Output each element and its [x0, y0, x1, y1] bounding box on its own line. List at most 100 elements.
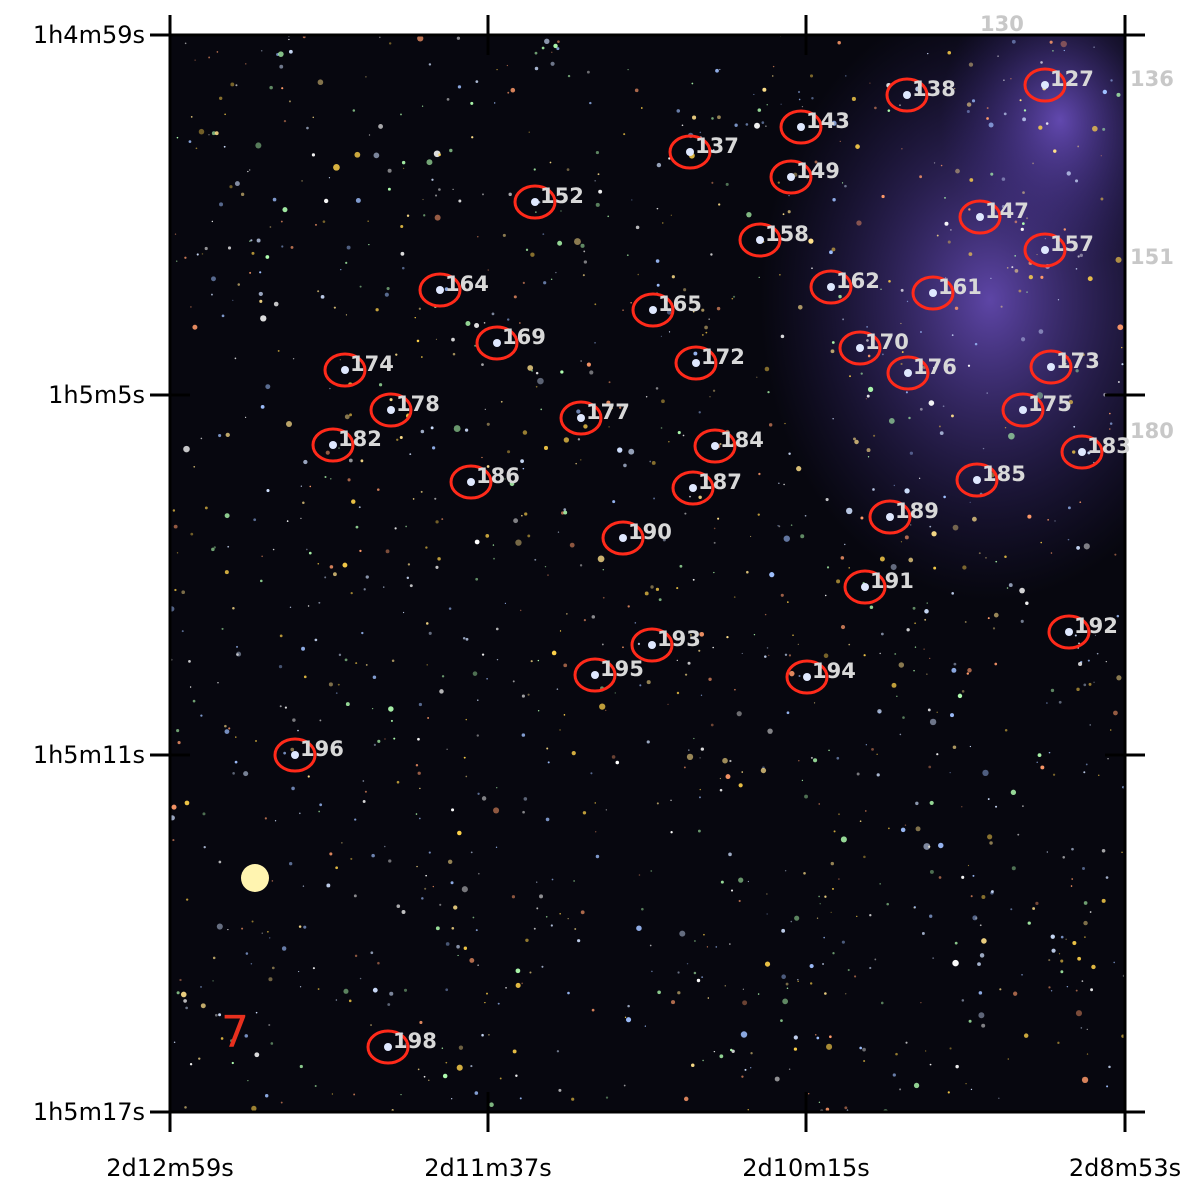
star: [804, 514, 807, 517]
star: [393, 737, 396, 740]
star: [212, 980, 214, 982]
star: [990, 172, 994, 176]
star: [1051, 948, 1056, 953]
star: [879, 556, 885, 562]
star: [184, 42, 187, 45]
star: [270, 1042, 274, 1045]
star: [247, 170, 249, 173]
star: [355, 197, 361, 203]
star: [969, 178, 974, 182]
star: [736, 711, 742, 717]
star: [519, 322, 521, 324]
star: [781, 928, 786, 933]
region-contour: [1001, 392, 1045, 428]
star: [425, 546, 428, 549]
star: [566, 613, 568, 615]
star: [395, 353, 398, 356]
star: [401, 160, 406, 165]
region-label: 185: [982, 462, 1026, 486]
star: [658, 598, 662, 602]
star: [968, 252, 973, 257]
star: [269, 85, 273, 90]
star: [481, 456, 483, 459]
star: [409, 584, 413, 588]
star: [477, 872, 480, 875]
star: [1038, 125, 1043, 130]
star: [425, 874, 427, 877]
star: [463, 946, 468, 950]
star: [495, 627, 499, 631]
star: [430, 426, 434, 430]
star: [880, 288, 882, 290]
star: [560, 370, 564, 374]
star: [699, 757, 701, 759]
star: [307, 775, 310, 778]
star: [684, 673, 688, 676]
star: [803, 871, 806, 875]
region-source: [803, 673, 811, 681]
star: [670, 214, 672, 216]
star: [989, 841, 993, 845]
star: [319, 803, 323, 807]
star: [1052, 773, 1056, 776]
star: [598, 189, 603, 194]
star: [231, 1061, 234, 1065]
star: [326, 883, 331, 888]
star: [829, 1035, 832, 1039]
star: [631, 199, 633, 201]
star: [283, 751, 287, 755]
star: [1075, 989, 1078, 992]
star: [804, 794, 808, 799]
star: [542, 233, 545, 236]
star: [202, 812, 206, 816]
star: [708, 677, 712, 681]
star: [235, 84, 238, 87]
star: [1116, 675, 1122, 681]
star: [426, 159, 433, 166]
star: [1052, 50, 1054, 52]
star: [492, 544, 495, 546]
star: [331, 1093, 334, 1095]
star: [819, 903, 821, 905]
star: [840, 836, 847, 843]
star: [888, 418, 895, 424]
star: [879, 883, 881, 885]
star: [979, 953, 985, 958]
star: [637, 642, 641, 646]
star: [535, 211, 537, 213]
star: [681, 124, 684, 127]
region-contour: [693, 428, 737, 464]
star: [218, 433, 222, 438]
region-source: [1065, 628, 1073, 636]
star: [340, 268, 342, 271]
star: [966, 672, 969, 675]
star: [779, 273, 781, 276]
star: [504, 602, 506, 604]
star: [446, 97, 450, 101]
star: [753, 634, 756, 636]
star: [697, 829, 701, 833]
star: [1094, 634, 1097, 636]
star: [617, 447, 623, 453]
star: [200, 1003, 206, 1009]
star: [375, 308, 379, 312]
star: [435, 926, 440, 931]
star: [741, 652, 743, 655]
star: [1020, 619, 1024, 623]
star: [844, 993, 847, 995]
star: [353, 1093, 356, 1096]
star: [954, 941, 958, 945]
region-label: 162: [836, 269, 880, 293]
star: [1097, 619, 1102, 624]
star: [995, 805, 998, 808]
star: [179, 978, 182, 982]
star: [700, 694, 703, 696]
star: [580, 243, 585, 248]
star: [933, 566, 937, 570]
star: [1107, 758, 1109, 760]
star: [863, 654, 866, 657]
star: [798, 760, 800, 762]
star: [1027, 514, 1032, 519]
star: [1073, 425, 1076, 428]
star: [772, 65, 775, 68]
